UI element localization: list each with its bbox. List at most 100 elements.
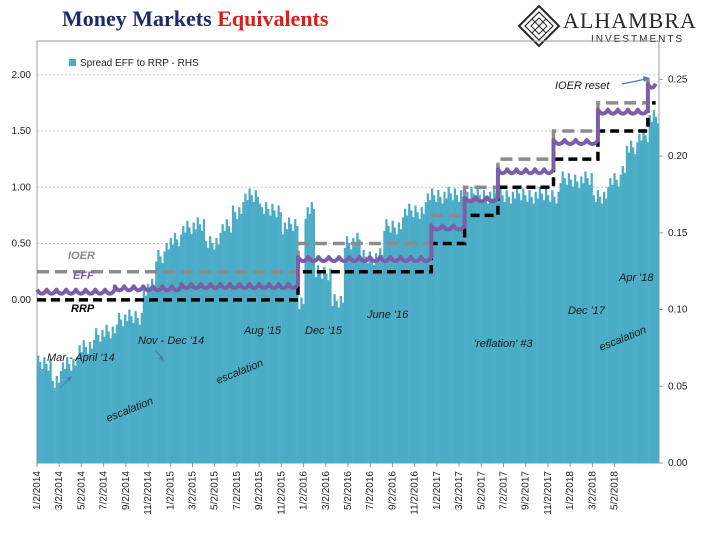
spread-bar <box>329 268 332 463</box>
right-tick-label-5: 0.25 <box>668 74 688 85</box>
spread-bar <box>92 339 96 463</box>
spread-bar <box>45 363 48 463</box>
spread-bar <box>252 201 255 463</box>
spread-bar <box>634 154 637 463</box>
spread-bar <box>289 224 293 463</box>
spread-bar <box>399 229 403 463</box>
right-tick-label-3: 0.15 <box>668 228 688 239</box>
left-tick-label-0: 0.00 <box>12 295 32 306</box>
spread-bar <box>596 190 600 463</box>
title-part1: Money Markets <box>62 6 212 31</box>
left-tick-label-3: 1.50 <box>12 126 32 137</box>
spread-bar <box>113 333 116 463</box>
spread-bar <box>308 213 311 463</box>
spread-bar <box>283 222 286 463</box>
spread-bar <box>109 338 112 463</box>
spread-bar <box>219 232 222 463</box>
spread-bar <box>364 256 367 463</box>
spread-bar <box>607 186 610 464</box>
left-axis: 0.00 0.50 1.00 1.50 2.00 <box>12 70 32 306</box>
spread-bar <box>356 232 359 463</box>
spread-bar <box>296 225 299 463</box>
spread-bar <box>571 186 575 463</box>
spread-bar <box>196 217 199 463</box>
spread-bar <box>470 186 473 464</box>
spread-bar <box>412 217 415 463</box>
x-tick-label-7: 3/2/2015 <box>188 471 199 510</box>
spread-bar <box>327 280 330 463</box>
spread-bar <box>418 218 421 463</box>
spread-bar <box>368 251 372 463</box>
x-tick-label-10: 9/2/2015 <box>254 471 265 510</box>
spread-bar <box>652 110 656 464</box>
spread-bar <box>250 195 253 463</box>
x-tick-label-6: 1/2/2015 <box>165 471 176 510</box>
spread-bar <box>422 213 425 463</box>
spread-bar <box>540 193 544 463</box>
spread-bar <box>265 202 268 464</box>
spread-bar <box>262 213 266 463</box>
spread-bar <box>565 184 568 463</box>
spread-bar <box>486 203 490 463</box>
spread-bar <box>37 355 40 463</box>
spread-bar <box>509 203 512 463</box>
spread-bar <box>337 307 340 463</box>
annotation-dec-15: Dec '15 <box>305 325 343 337</box>
spread-bar <box>366 263 369 463</box>
arrow-head-nov-dec <box>158 355 164 361</box>
spread-bar <box>180 234 183 463</box>
spread-bar <box>360 261 363 463</box>
spread-bar <box>613 173 616 463</box>
spread-bar <box>632 147 635 463</box>
spread-bar <box>238 207 241 463</box>
spread-bar <box>457 201 461 463</box>
spread-bar <box>95 328 98 463</box>
spread-bar <box>518 193 521 463</box>
spread-bar <box>78 345 81 463</box>
spread-bar <box>277 205 280 463</box>
x-tick-label-24: 1/2/2018 <box>565 471 576 510</box>
spread-bar <box>182 225 185 463</box>
spread-bar <box>194 229 197 463</box>
spread-bar <box>157 249 160 463</box>
spread-bar <box>582 183 585 463</box>
spread-bar <box>72 358 75 463</box>
spread-bar <box>171 244 175 463</box>
spread-bar <box>493 186 496 464</box>
spread-bar <box>538 186 542 464</box>
spread-bar <box>325 273 328 463</box>
spread-bar <box>515 186 519 464</box>
spread-bar <box>316 265 320 463</box>
spread-bar <box>244 193 247 463</box>
spread-bar <box>447 186 450 464</box>
spread-bar <box>231 205 235 463</box>
spread-bar <box>97 334 100 463</box>
spread-bar <box>387 225 390 463</box>
spread-bar <box>229 232 233 463</box>
spread-bar <box>53 387 56 463</box>
spread-bar <box>408 203 411 463</box>
x-tick-label-3: 7/2/2014 <box>99 471 110 510</box>
spread-bar <box>144 295 148 463</box>
annotation-reflation-3: 'reflation' #3 <box>474 338 534 350</box>
spread-bar <box>354 244 357 463</box>
spread-bar <box>528 190 531 463</box>
spread-bar <box>474 200 477 464</box>
spread-bar <box>260 207 264 463</box>
arrow-ioer-reset <box>621 78 647 85</box>
spread-bar <box>312 208 316 463</box>
spread-bar <box>173 232 177 463</box>
spread-bar <box>292 230 295 463</box>
spread-bar <box>592 195 595 463</box>
spread-bar <box>484 196 488 463</box>
x-tick-label-14: 5/2/2016 <box>343 471 354 510</box>
spread-bar <box>611 184 614 463</box>
spread-bar <box>333 294 336 463</box>
spread-bar <box>242 202 245 464</box>
spread-bar <box>520 200 523 464</box>
spread-bar <box>130 316 133 463</box>
spread-bar <box>223 230 226 463</box>
left-tick-label-4: 2.00 <box>12 70 32 81</box>
spread-bar <box>90 348 94 463</box>
